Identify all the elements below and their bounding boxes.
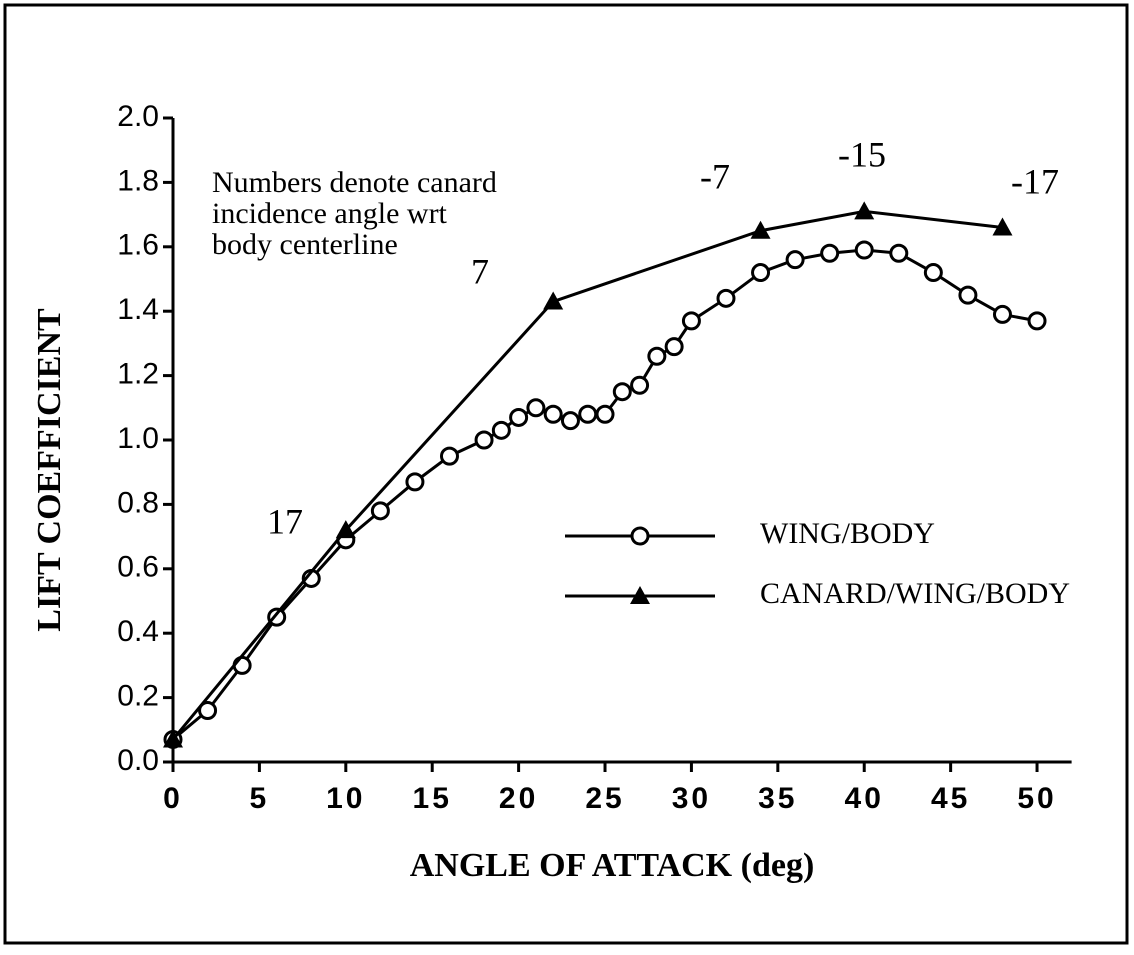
y-tick-label: 1.0 [117, 422, 159, 455]
x-axis-label: ANGLE OF ATTACK (deg) [410, 847, 815, 884]
marker [267, 607, 287, 627]
marker [889, 243, 909, 263]
legend-label: CANARD/WING/BODY [760, 577, 1070, 610]
marker [232, 655, 252, 675]
marker [630, 375, 650, 395]
marker [578, 404, 598, 424]
y-tick-label: 1.4 [117, 293, 159, 326]
marker [543, 291, 564, 310]
x-tick-label: 50 [1017, 782, 1056, 815]
marker [612, 382, 632, 402]
marker [491, 420, 511, 440]
y-tick-label: 0.6 [117, 551, 159, 584]
marker [630, 526, 650, 546]
annotation: -17 [1011, 161, 1059, 201]
marker [405, 472, 425, 492]
marker [958, 285, 978, 305]
marker [163, 729, 183, 748]
marker [198, 700, 218, 720]
x-tick-label: 40 [845, 782, 884, 815]
marker [992, 217, 1013, 236]
marker [630, 586, 650, 604]
note-line: Numbers denote canard [212, 166, 497, 199]
marker [595, 404, 615, 424]
y-tick-label: 0.0 [117, 744, 159, 777]
x-tick-label: 25 [585, 782, 624, 815]
y-tick-label: 1.6 [117, 229, 159, 262]
legend-label: WING/BODY [760, 517, 935, 550]
y-tick-label: 0.8 [117, 486, 159, 519]
marker [370, 501, 390, 521]
annotation: 7 [471, 251, 489, 291]
series-line [172, 248, 1038, 741]
marker [664, 337, 684, 357]
marker [992, 304, 1012, 324]
marker [526, 398, 546, 418]
y-tick-label: 1.2 [117, 358, 159, 391]
y-tick-label: 0.4 [117, 615, 159, 648]
marker [785, 250, 805, 270]
marker [474, 430, 494, 450]
x-tick-label: 0 [163, 782, 183, 815]
y-tick-label: 0.2 [117, 680, 159, 713]
marker [751, 263, 771, 283]
annotation: -15 [838, 134, 886, 174]
marker [543, 404, 563, 424]
annotation: 17 [267, 501, 303, 541]
x-tick-label: 5 [250, 782, 270, 815]
marker [509, 407, 529, 427]
annotation: -7 [700, 156, 730, 196]
note-line: incidence angle wrt [212, 197, 448, 230]
marker [750, 220, 771, 239]
x-tick-label: 35 [758, 782, 797, 815]
marker [854, 201, 875, 220]
x-tick-label: 10 [326, 782, 365, 815]
marker [1027, 311, 1047, 331]
marker [923, 263, 943, 283]
marker [647, 346, 667, 366]
marker [716, 288, 736, 308]
series-line [171, 209, 1003, 741]
y-axis-label: LIFT COEFFICIENT [31, 308, 68, 632]
x-tick-label: 15 [413, 782, 452, 815]
y-tick-label: 2.0 [117, 100, 159, 133]
marker [681, 311, 701, 331]
y-tick-label: 1.8 [117, 164, 159, 197]
x-tick-label: 30 [672, 782, 711, 815]
marker [439, 446, 459, 466]
x-tick-label: 20 [499, 782, 538, 815]
marker [854, 240, 874, 260]
marker [335, 520, 356, 539]
marker [560, 411, 580, 431]
x-tick-label: 45 [931, 782, 970, 815]
note-line: body centerline [212, 228, 398, 261]
marker [820, 243, 840, 263]
frame [3, 3, 1129, 945]
